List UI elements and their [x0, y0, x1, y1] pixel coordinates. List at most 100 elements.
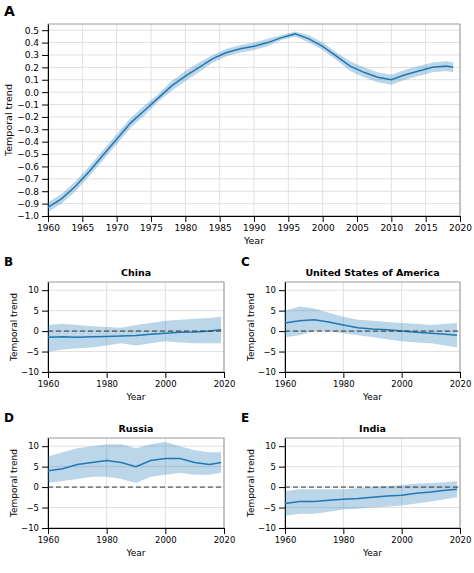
- tick-label: 1980: [333, 379, 355, 389]
- ci-band: [285, 481, 457, 516]
- grid: [48, 282, 224, 372]
- y-axis-title: Temporal trend: [3, 84, 14, 157]
- x-axis: 1960196519701975198019851990199520002005…: [37, 216, 472, 233]
- tick-label: 1960: [38, 535, 60, 545]
- grid-line-y: [48, 487, 224, 488]
- grid-line-x: [82, 24, 83, 216]
- tick: 5: [34, 306, 48, 316]
- grid: [285, 438, 460, 528]
- tick: 2000: [391, 372, 413, 389]
- tick: 0: [34, 326, 48, 336]
- panel: 1960198020002020−10−50510YearTemporal tr…: [241, 255, 471, 402]
- tick-label: 0: [34, 326, 39, 336]
- tick: 0.1: [25, 75, 48, 85]
- axis-domain: [48, 439, 49, 529]
- tick: −1.0: [17, 211, 48, 221]
- tick-label: 10: [28, 441, 39, 451]
- plot-frame: [48, 24, 460, 216]
- tick: −10: [21, 367, 48, 377]
- grid-line-x: [357, 24, 358, 216]
- tick-mark: [42, 487, 48, 488]
- tick-mark: [42, 290, 48, 291]
- plot-area: [48, 317, 224, 352]
- tick-mark: [42, 311, 48, 312]
- tick-mark: [402, 372, 403, 378]
- panel: 1960198020002020−10−50510YearTemporal tr…: [4, 411, 235, 558]
- tick: 2015: [415, 216, 438, 233]
- tick: 0: [34, 482, 48, 492]
- axis-domain: [49, 372, 225, 373]
- y-axis: −10−50510: [21, 283, 48, 378]
- y-axis: −1.0−0.9−0.8−0.7−0.6−0.5−0.4−0.3−0.2−0.1…: [17, 25, 48, 222]
- plot-area: [48, 442, 224, 487]
- tick: 1960: [38, 372, 60, 389]
- ci-band: [48, 442, 221, 483]
- tick: 1980: [96, 528, 118, 545]
- ci-band: [48, 317, 221, 352]
- x-axis-title: Year: [362, 548, 382, 558]
- tick-mark: [165, 372, 166, 378]
- grid: [285, 282, 460, 372]
- tick-label: 2000: [391, 535, 413, 545]
- tick: 1965: [71, 216, 94, 233]
- panel: 1960198020002020−10−50510YearTemporal tr…: [241, 411, 471, 558]
- tick-mark: [279, 528, 285, 529]
- tick-mark: [285, 372, 286, 378]
- tick: 10: [265, 441, 285, 451]
- grid-line-y: [48, 178, 460, 179]
- tick: 2020: [449, 216, 472, 233]
- tick-label: 2000: [312, 223, 335, 233]
- tick-label: 2020: [449, 223, 472, 233]
- tick-label: 2020: [214, 379, 236, 389]
- tick: −0.4: [17, 137, 48, 147]
- grid-line-y: [285, 351, 460, 352]
- tick-label: −0.6: [17, 162, 39, 172]
- grid-line-x: [401, 438, 402, 528]
- tick-mark: [42, 105, 48, 106]
- plot-area: [285, 481, 460, 516]
- tick-mark: [165, 528, 166, 534]
- axis-domain: [286, 372, 461, 373]
- tick: −5: [263, 503, 285, 513]
- axis-domain: [49, 528, 225, 529]
- tick: 10: [28, 285, 48, 295]
- tick-label: −0.4: [17, 137, 39, 147]
- tick: 0.5: [25, 26, 48, 36]
- grid-line-y: [285, 290, 460, 291]
- tick-mark: [224, 528, 225, 534]
- tick-mark: [42, 331, 48, 332]
- tick: 0.2: [25, 63, 48, 73]
- tick-mark: [42, 528, 48, 529]
- tick: −0.1: [17, 100, 48, 110]
- grid-line-y: [48, 290, 224, 291]
- tick-mark: [254, 216, 255, 222]
- tick-mark: [279, 508, 285, 509]
- tick: 0: [271, 482, 285, 492]
- grid-line-y: [48, 191, 460, 192]
- grid-line-y: [48, 507, 224, 508]
- tick-label: 1995: [277, 223, 300, 233]
- tick: −0.8: [17, 187, 48, 197]
- tick: −0.6: [17, 162, 48, 172]
- tick-label: −0.7: [17, 174, 39, 184]
- reference-line: [48, 331, 224, 332]
- y-axis: −10−50510: [258, 439, 285, 534]
- tick-label: −5: [26, 503, 39, 513]
- tick: 5: [271, 462, 285, 472]
- y-axis-title: Temporal trend: [246, 293, 256, 362]
- tick-mark: [185, 216, 186, 222]
- y-axis-title: Temporal trend: [246, 449, 256, 518]
- tick-label: 0: [271, 326, 276, 336]
- tick: 2020: [450, 372, 472, 389]
- panel-title: India: [359, 423, 386, 434]
- tick-label: 1980: [96, 379, 118, 389]
- tick: 2000: [155, 528, 177, 545]
- tick-mark: [220, 216, 221, 222]
- tick: 1970: [106, 216, 129, 233]
- plot-frame: [48, 282, 224, 372]
- y-axis: −10−50510: [258, 283, 285, 378]
- tick: −0.2: [17, 112, 48, 122]
- tick-label: 0.2: [25, 63, 39, 73]
- tick-mark: [279, 311, 285, 312]
- tick-mark: [42, 191, 48, 192]
